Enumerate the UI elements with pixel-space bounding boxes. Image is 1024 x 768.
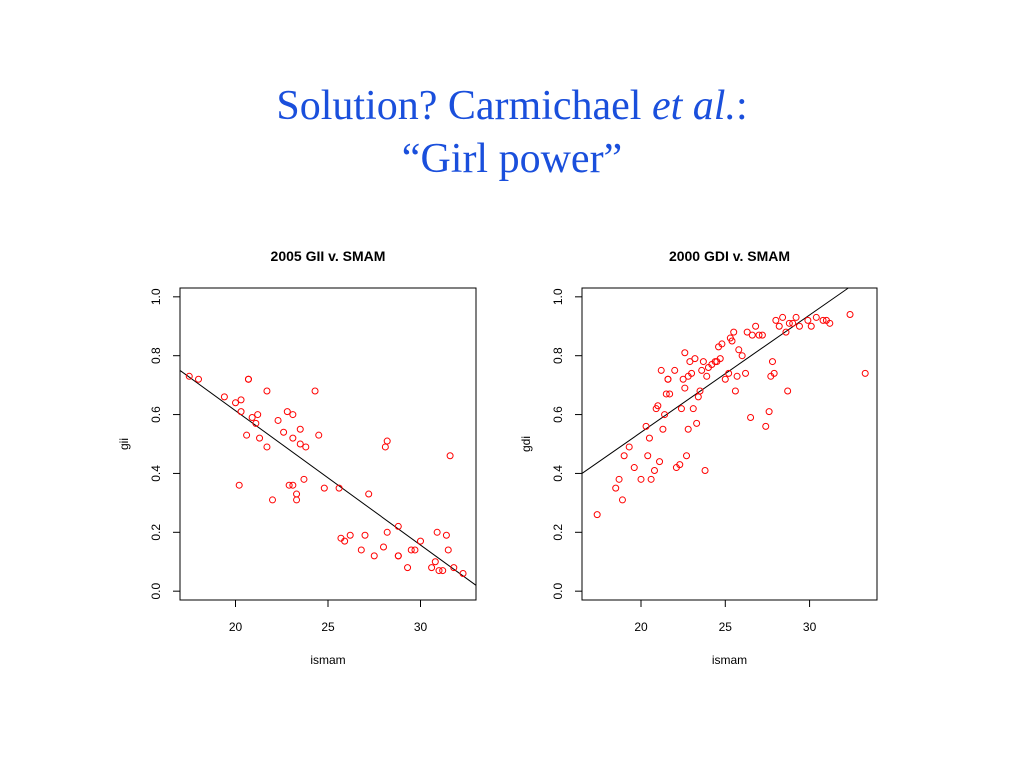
gii-data-point [232,399,239,407]
gii-data-point [383,437,391,445]
gii-data-point [370,552,378,560]
gii-y-tick-label: 0.0 [149,583,163,600]
gii-data-point [244,375,252,383]
gii-data-point [439,567,447,575]
gii-data-point [289,434,297,442]
gii-data-point [263,387,271,395]
gii-data-point [252,419,260,427]
gii-data-point [283,408,291,416]
gii-x-tick-label: 20 [229,620,243,634]
gii-data-point [444,546,452,554]
gii-x-tick-label: 30 [414,620,428,634]
gii-data-point [185,372,193,380]
gii-data-point [237,408,245,416]
gii-y-tick-label: 0.2 [149,524,163,541]
gii-data-point [381,443,389,451]
gii-data-point [289,481,297,489]
gii-y-axis-label: gii [117,438,131,450]
gii-data-point [417,537,424,545]
slide-title-line2: “Girl power” [401,136,623,182]
gii-data-point [256,434,264,442]
gii-data-point [394,522,402,530]
gii-y-tick-label: 0.6 [149,406,163,423]
gii-data-point [285,481,293,489]
gii-data-point [254,411,262,419]
gii-data-point [243,431,251,439]
gii-data-point [361,531,369,539]
gii-data-point [300,475,308,483]
gii-data-point [235,481,243,489]
gii-data-point [365,490,373,498]
gii-x-axis-label: ismam [310,653,345,667]
gii-data-point [383,528,391,536]
gii-data-point [320,484,328,492]
gii-data-point [315,431,323,439]
gii-data-point [459,570,467,578]
gii-data-point [446,452,454,460]
gii-data-point [293,490,301,498]
gii-y-tick-label: 0.4 [149,465,163,482]
gii-data-point [302,443,310,451]
gii-data-point [311,387,319,395]
gii-x-tick-label: 25 [321,620,335,634]
slide-title: Solution? Carmichael et al.: “Girl power… [0,80,1024,186]
gii-data-point [404,564,412,572]
gii-data-point [296,440,304,448]
gii-regression-line [179,370,477,586]
gii-y-tick-label: 0.8 [149,347,163,364]
gii-data-point [442,531,450,539]
gii-data-point [428,564,436,572]
gii-data-point [431,558,439,566]
gii-data-point [195,375,202,383]
gii-data-point [357,546,365,554]
gii-data-point [220,393,228,401]
gii-data-point [237,396,245,404]
gii-data-point [450,564,458,572]
gii-data-point [341,537,349,545]
title-italic-text: et al. [651,83,736,129]
gii-data-point [346,531,354,539]
gii-data-point [411,546,419,554]
title-text: Solution? Carmichael [276,83,652,129]
gii-data-point [394,552,402,560]
title-colon: : [735,83,748,129]
gii-data-point [269,496,276,504]
gii-chart-title: 2005 GII v. SMAM [271,248,386,264]
gii-data-point [435,567,443,575]
gii-data-point [407,546,415,554]
gii-data-point [248,414,256,422]
gii-data-point [380,543,387,551]
gii-data-point [289,411,297,419]
gii-data-point [274,416,282,424]
gii-data-point [296,425,304,433]
slide-title-line1: Solution? Carmichael et al.: [0,80,1024,133]
gii-data-point [433,528,441,536]
gii-data-point [280,428,288,436]
gii-data-point [335,484,343,492]
gii-data-point [293,496,301,504]
gii-y-tick-label: 1.0 [149,288,163,305]
gii-data-point [263,443,271,451]
